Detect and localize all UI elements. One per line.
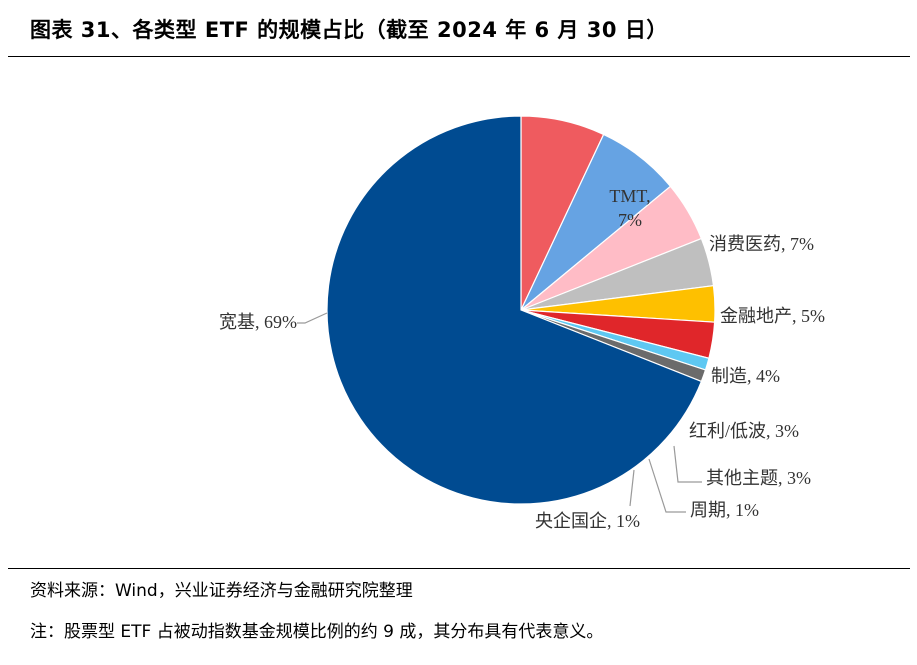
slice-label-8: 央企国企, 1% [535, 511, 640, 531]
top-rule [8, 56, 910, 57]
bottom-rule [8, 568, 910, 569]
slice-label-1: TMT, 7% [609, 186, 650, 230]
footnote: 注：股票型 ETF 占被动指数基金规模比例的约 9 成，其分布具有代表意义。 [30, 622, 604, 642]
figure-title: 图表 31、各类型 ETF 的规模占比（截至 2024 年 6 月 30 日） [30, 18, 668, 42]
slice-label-2: 消费医药, 7% [709, 234, 814, 254]
leader-line-7 [648, 458, 686, 513]
source-note: 资料来源：Wind，兴业证券经济与金融研究院整理 [30, 581, 413, 601]
slice-label-9: 宽基, 69% [219, 312, 297, 332]
slice-label-4: 制造, 4% [711, 366, 780, 386]
leader-line-9 [297, 312, 328, 324]
pie-slice-9 [326, 115, 703, 505]
slice-label-6: 其他主题, 3% [706, 468, 811, 488]
slice-label-7: 周期, 1% [690, 500, 759, 520]
slice-label-5: 红利/低波, 3% [689, 421, 799, 441]
leader-line-6 [673, 445, 702, 483]
leader-line-8 [629, 469, 635, 507]
slice-label-3: 金融地产, 5% [720, 306, 825, 326]
